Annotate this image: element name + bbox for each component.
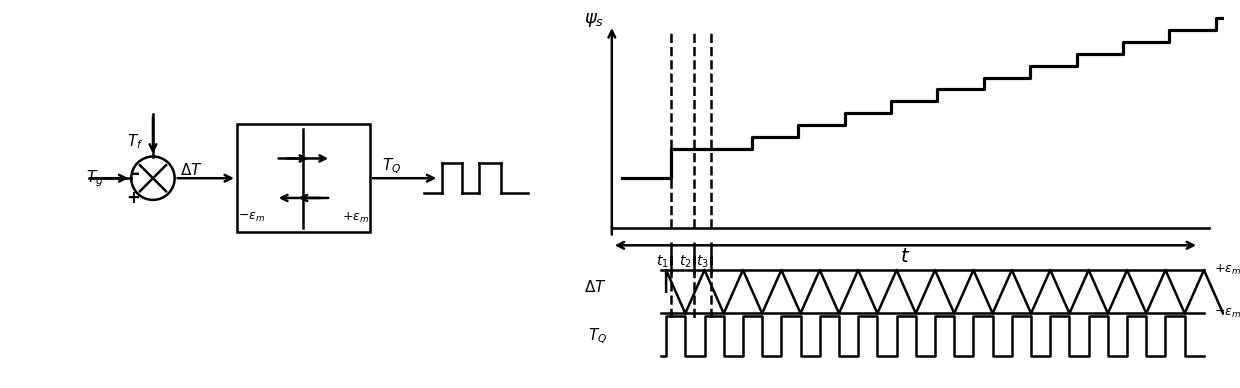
Text: $\Delta T$: $\Delta T$ bbox=[584, 279, 606, 295]
Text: $+\varepsilon_m$: $+\varepsilon_m$ bbox=[1214, 263, 1240, 277]
Text: $-\varepsilon_m$: $-\varepsilon_m$ bbox=[1214, 307, 1240, 320]
Text: -: - bbox=[133, 164, 140, 183]
Text: $T_Q$: $T_Q$ bbox=[588, 326, 606, 346]
Text: $T_Q$: $T_Q$ bbox=[382, 157, 402, 176]
Text: $+\varepsilon_m$: $+\varepsilon_m$ bbox=[342, 211, 368, 225]
Text: $t_2$: $t_2$ bbox=[680, 254, 692, 270]
Text: $t_1$: $t_1$ bbox=[656, 254, 670, 270]
Text: $T_f$: $T_f$ bbox=[126, 132, 144, 151]
Text: $T_g$: $T_g$ bbox=[86, 168, 104, 189]
Text: $\psi_s$: $\psi_s$ bbox=[584, 11, 604, 29]
Text: $t_3$: $t_3$ bbox=[696, 254, 708, 270]
Text: $\Delta T$: $\Delta T$ bbox=[180, 162, 202, 178]
FancyBboxPatch shape bbox=[237, 124, 370, 232]
Text: +: + bbox=[126, 189, 140, 207]
Text: $t$: $t$ bbox=[900, 248, 910, 266]
Text: $-\varepsilon_m$: $-\varepsilon_m$ bbox=[238, 211, 265, 224]
